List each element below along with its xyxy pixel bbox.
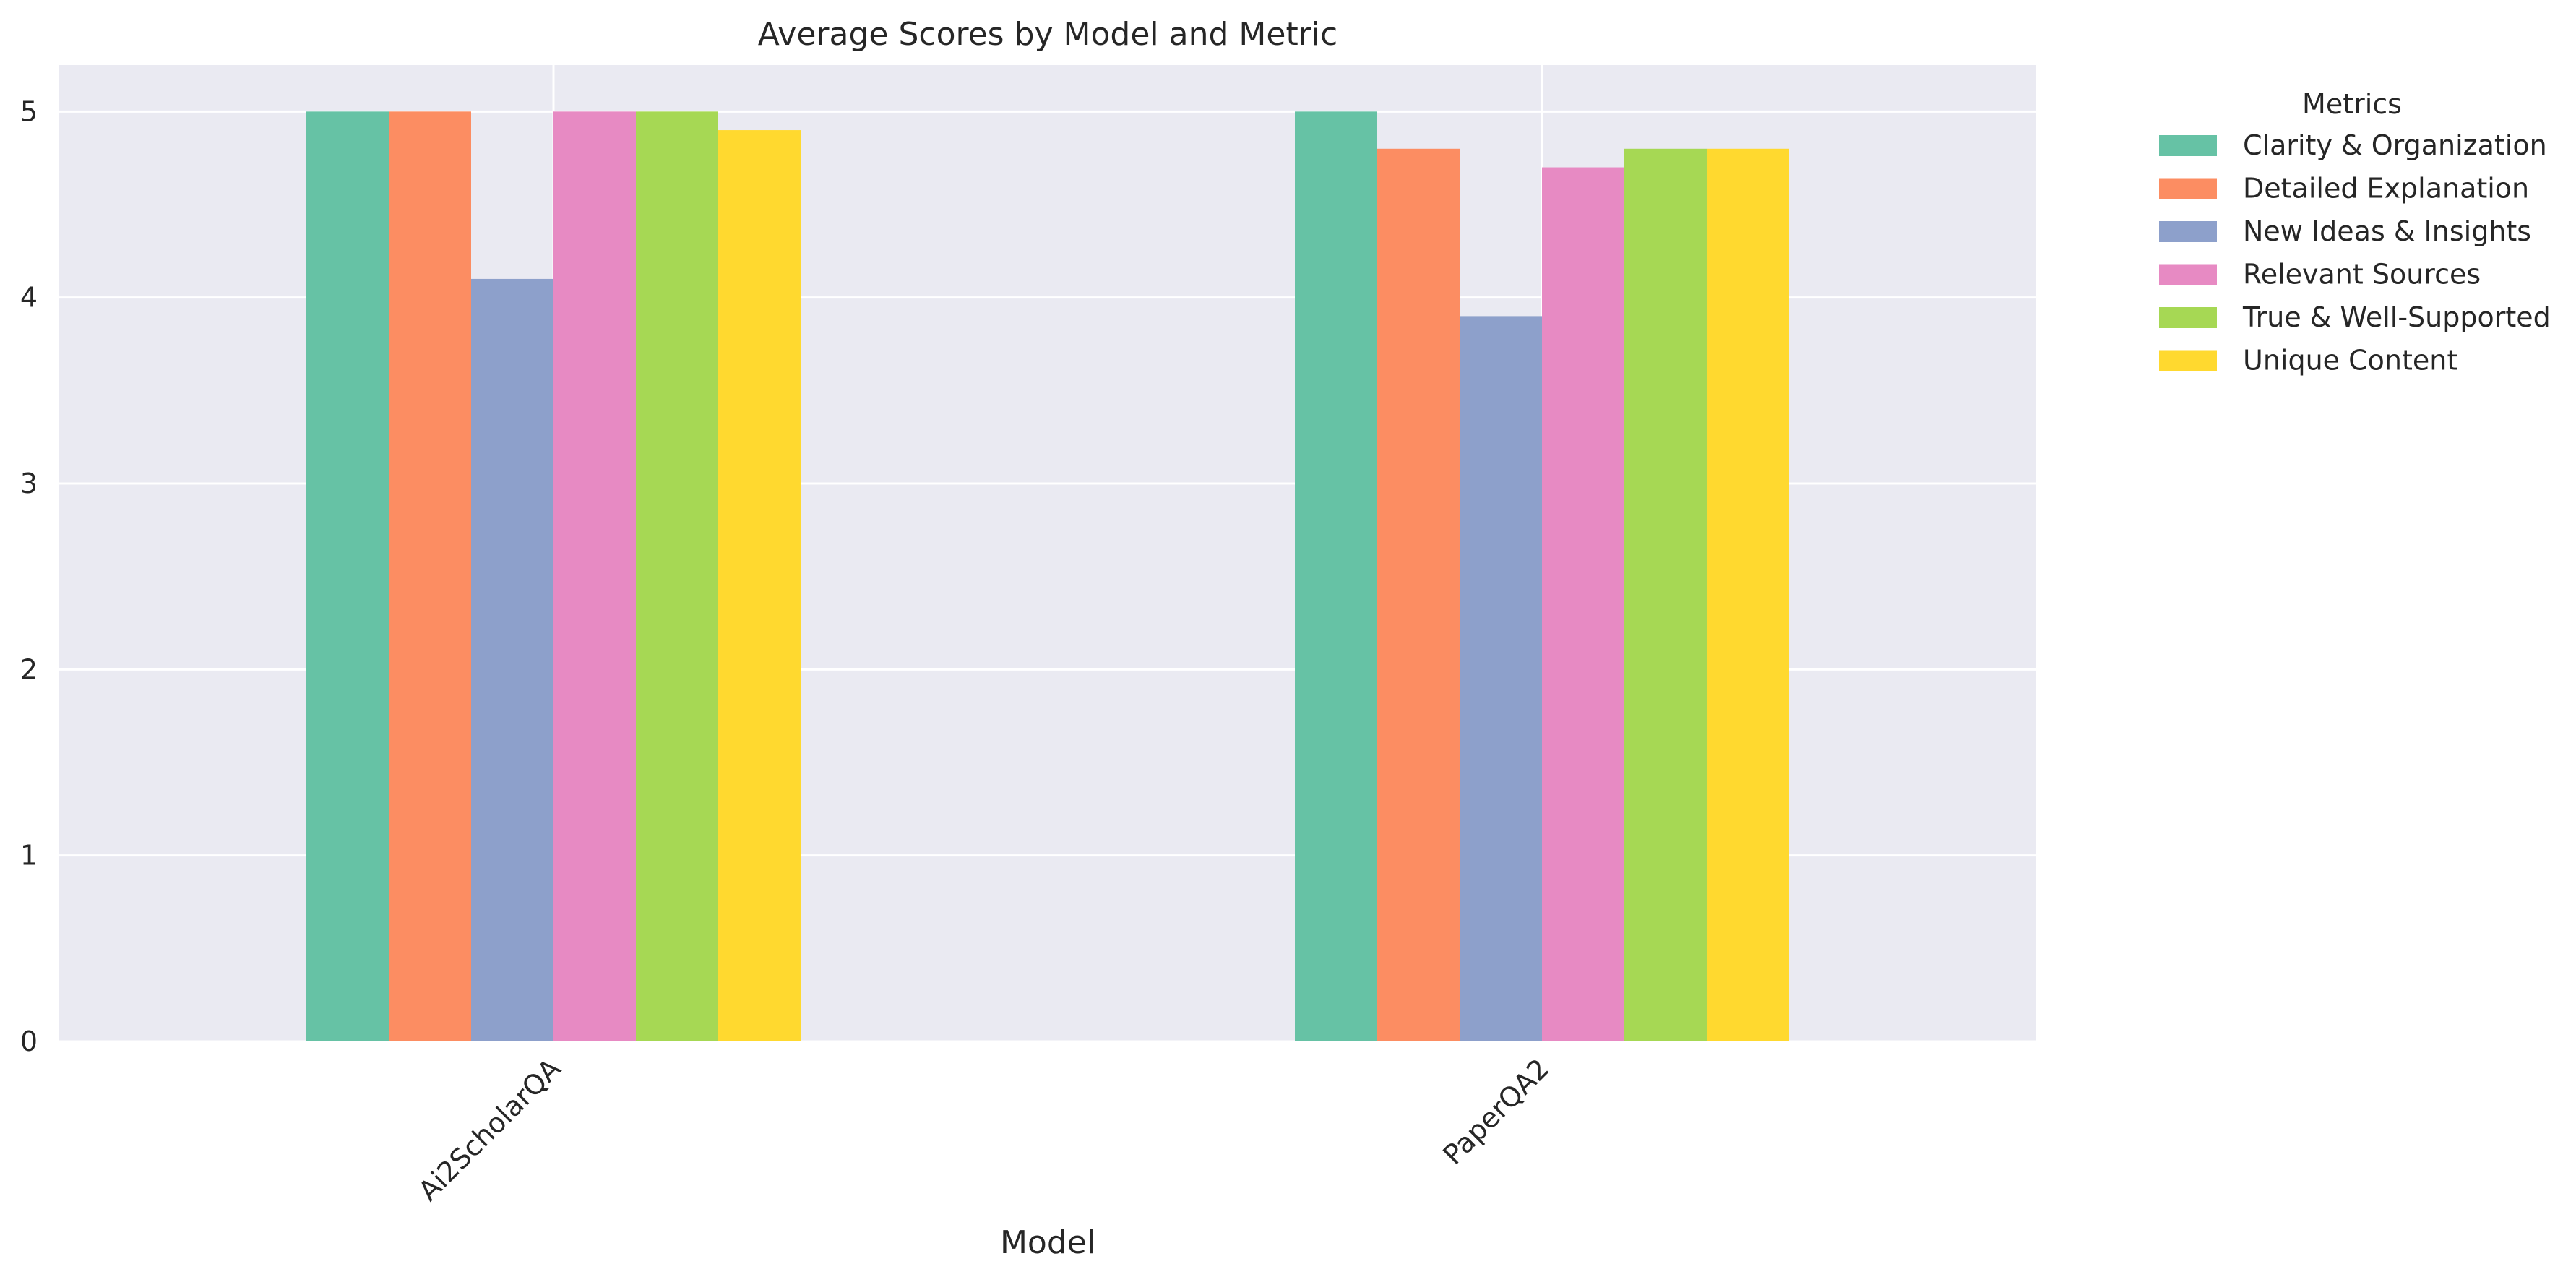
y-tick-label: 2 (20, 653, 38, 685)
bar-ai2scholarqa-3 (471, 278, 553, 1041)
x-axis: Ai2ScholarQA PaperQA2 (412, 1052, 1555, 1207)
y-tick-label: 3 (20, 468, 38, 499)
legend-swatch (2159, 350, 2217, 371)
chart-title: Average Scores by Model and Metric (758, 16, 1337, 53)
y-tick-label: 4 (20, 282, 38, 314)
legend-swatch (2159, 221, 2217, 242)
legend: Metrics Clarity & Organization Detailed E… (2159, 88, 2551, 377)
x-axis-label: Model (1000, 1224, 1095, 1261)
legend-title: Metrics (2302, 88, 2402, 120)
legend-items: Clarity & Organization Detailed Explanati… (2159, 129, 2551, 377)
bar-ai2scholarqa-6 (718, 130, 801, 1042)
y-tick-label: 1 (20, 840, 38, 872)
legend-swatch (2159, 178, 2217, 199)
bar-paperqa2-1 (1295, 111, 1377, 1041)
bar-paperqa2-2 (1377, 148, 1460, 1041)
bar-ai2scholarqa-4 (553, 111, 636, 1041)
bar-paperqa2-6 (1707, 148, 1789, 1041)
legend-swatch (2159, 307, 2217, 328)
legend-label: Clarity & Organization (2243, 129, 2547, 161)
bar-paperqa2-3 (1460, 316, 1542, 1041)
bar-paperqa2-5 (1624, 148, 1707, 1041)
bar-ai2scholarqa-2 (389, 111, 471, 1041)
y-tick-label: 0 (20, 1026, 38, 1057)
legend-label: True & Well-Supported (2242, 301, 2551, 333)
legend-swatch (2159, 264, 2217, 285)
x-tick-label: Ai2ScholarQA (412, 1052, 567, 1207)
y-axis: 0 1 2 3 4 5 (20, 95, 38, 1057)
bar-paperqa2-4 (1542, 167, 1624, 1042)
y-tick-label: 5 (20, 95, 38, 127)
legend-label: Unique Content (2243, 345, 2457, 377)
bar-ai2scholarqa-5 (636, 111, 718, 1041)
legend-label: Relevant Sources (2243, 259, 2481, 291)
bar-ai2scholarqa-1 (306, 111, 389, 1041)
legend-label: Detailed Explanation (2243, 173, 2529, 205)
legend-label: New Ideas & Insights (2243, 215, 2531, 247)
legend-swatch (2159, 135, 2217, 156)
x-tick-label: PaperQA2 (1437, 1052, 1556, 1171)
bars-layer (306, 111, 1789, 1042)
